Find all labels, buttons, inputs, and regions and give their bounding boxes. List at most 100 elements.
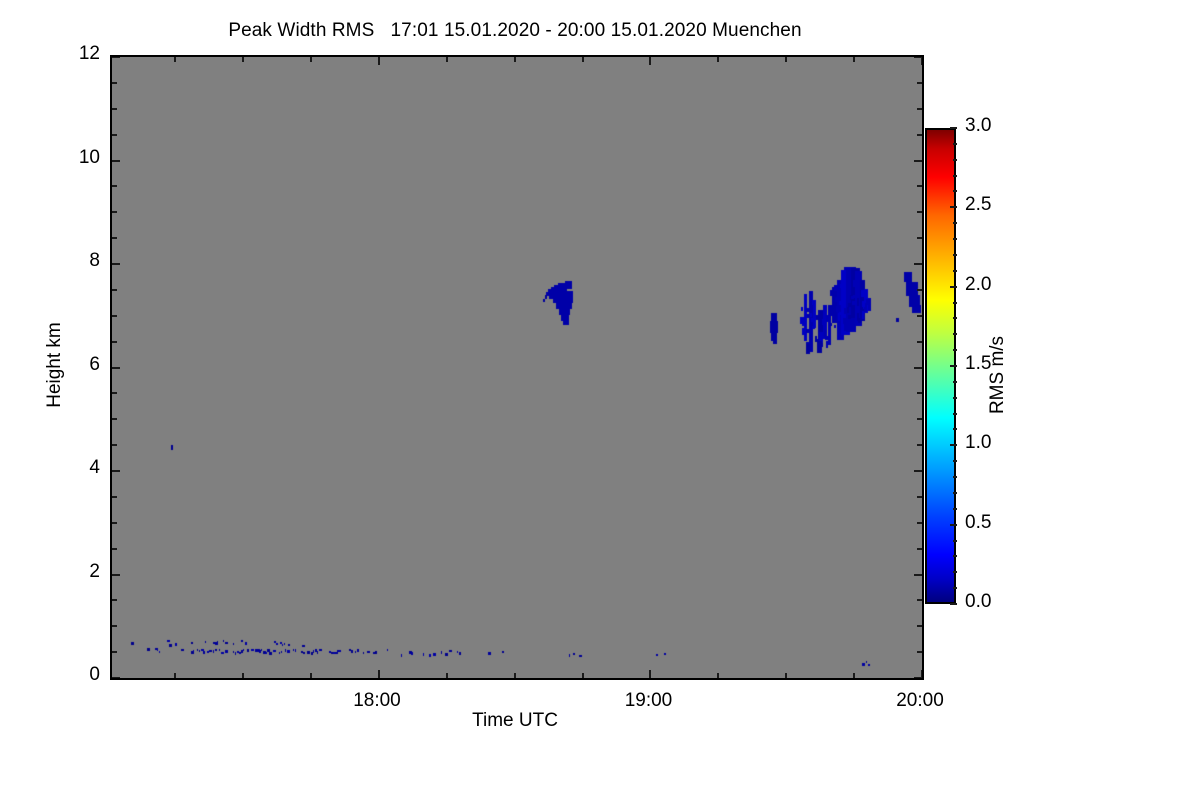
axis-tick-mark: [917, 82, 922, 84]
colorbar-tick-mark: [953, 397, 957, 399]
axis-tick-mark: [112, 392, 117, 394]
axis-tick-mark: [917, 211, 922, 213]
colorbar-tick-mark: [953, 555, 957, 557]
axis-tick-mark: [914, 160, 922, 162]
colorbar-tick-mark: [950, 603, 957, 605]
axis-tick-mark: [112, 625, 117, 627]
axis-tick-mark: [649, 57, 651, 65]
axis-tick-mark: [917, 315, 922, 317]
axis-tick-mark: [174, 57, 176, 62]
axis-tick-mark: [917, 625, 922, 627]
axis-tick-mark: [112, 108, 117, 110]
axis-tick-mark: [917, 599, 922, 601]
axis-tick-mark: [917, 444, 922, 446]
y-axis-tick-label: 4: [89, 457, 100, 478]
axis-tick-mark: [112, 82, 117, 84]
axis-tick-mark: [917, 522, 922, 524]
axis-tick-mark: [112, 315, 117, 317]
y-axis-tick-label: 10: [78, 146, 100, 168]
axis-tick-mark: [378, 57, 380, 65]
axis-tick-mark: [112, 341, 117, 343]
colorbar-tick-mark: [953, 238, 957, 240]
axis-tick-mark: [917, 289, 922, 291]
axis-tick-mark: [917, 108, 922, 110]
axis-tick-mark: [649, 670, 651, 678]
colorbar-tick-mark: [950, 127, 957, 129]
axis-tick-mark: [112, 444, 117, 446]
axis-tick-mark: [112, 522, 117, 524]
colorbar-tick-label: 2.0: [965, 273, 992, 295]
y-axis-tick-label: 6: [89, 353, 100, 375]
colorbar-tick-label: 1.5: [965, 353, 992, 374]
x-axis-tick-label: 18:00: [353, 690, 401, 711]
axis-tick-mark: [310, 57, 312, 62]
colorbar-tick-mark: [953, 508, 957, 510]
colorbar-tick-mark: [953, 460, 957, 462]
axis-tick-mark: [112, 574, 120, 576]
axis-tick-mark: [921, 670, 922, 678]
axis-tick-mark: [917, 548, 922, 550]
axis-tick-mark: [112, 237, 117, 239]
axis-tick-mark: [112, 185, 117, 187]
axis-tick-mark: [914, 263, 922, 265]
axis-tick-mark: [514, 57, 516, 62]
axis-tick-mark: [112, 367, 120, 369]
axis-tick-mark: [174, 673, 176, 678]
axis-tick-mark: [112, 160, 120, 162]
colorbar-title: RMS m/s: [987, 335, 1008, 415]
colorbar-tick-label: 0.5: [965, 511, 992, 533]
axis-tick-mark: [917, 418, 922, 420]
axis-tick-mark: [242, 673, 244, 678]
colorbar-tick-mark: [953, 587, 957, 589]
colorbar[interactable]: 0.0 0.5 1.0 1.5 2.0 2.5 3.0: [925, 115, 991, 612]
axis-tick-mark: [378, 670, 380, 678]
axis-tick-mark: [914, 574, 922, 576]
axis-tick-mark: [917, 134, 922, 136]
axis-tick-mark: [112, 496, 117, 498]
axis-tick-mark: [921, 57, 922, 65]
colorbar-tick-mark: [953, 349, 957, 351]
axis-tick-mark: [917, 496, 922, 498]
axis-tick-mark: [514, 673, 516, 678]
colorbar-tick-label: 0.0: [965, 591, 992, 612]
colorbar-tick-mark: [953, 413, 957, 415]
colorbar-tick-mark: [953, 143, 957, 145]
y-axis-tick-label: 8: [89, 250, 100, 271]
colorbar-tick-mark: [953, 302, 957, 304]
axis-tick-mark: [917, 392, 922, 394]
colorbar-tick-mark: [953, 317, 957, 319]
axis-tick-mark: [785, 673, 787, 678]
axis-tick-mark: [914, 470, 922, 472]
axis-tick-mark: [917, 185, 922, 187]
colorbar-tick-mark: [953, 333, 957, 335]
axis-tick-mark: [112, 677, 120, 678]
page-title: Peak Width RMS 17:01 15.01.2020 - 20:00 …: [228, 20, 802, 41]
axis-tick-mark: [853, 57, 855, 62]
colorbar-tick-label: 1.0: [965, 432, 992, 454]
axis-tick-mark: [242, 57, 244, 62]
axis-tick-mark: [112, 289, 117, 291]
axis-tick-mark: [853, 673, 855, 678]
colorbar-tick-mark: [953, 381, 957, 383]
colorbar-tick-mark: [953, 492, 957, 494]
axis-tick-mark: [914, 57, 922, 58]
axis-tick-mark: [717, 57, 719, 62]
axis-tick-mark: [582, 673, 584, 678]
colorbar-tick-mark: [950, 444, 957, 446]
axis-tick-mark: [112, 211, 117, 213]
colorbar-tick-mark: [950, 365, 957, 367]
y-axis-tick-label: 12: [78, 43, 100, 64]
axis-tick-mark: [112, 263, 120, 265]
axis-tick-mark: [112, 418, 117, 420]
colorbar-tick-mark: [950, 206, 957, 208]
axis-tick-mark: [446, 57, 448, 62]
colorbar-tick-label: 3.0: [965, 115, 992, 136]
axis-tick-mark: [446, 673, 448, 678]
plot-axes-area: [110, 55, 924, 680]
axis-tick-mark: [112, 57, 120, 58]
axis-tick-mark: [914, 367, 922, 369]
colorbar-tick-mark: [953, 540, 957, 542]
axis-tick-mark: [914, 677, 922, 678]
y-axis-tick-label: 2: [89, 560, 100, 582]
